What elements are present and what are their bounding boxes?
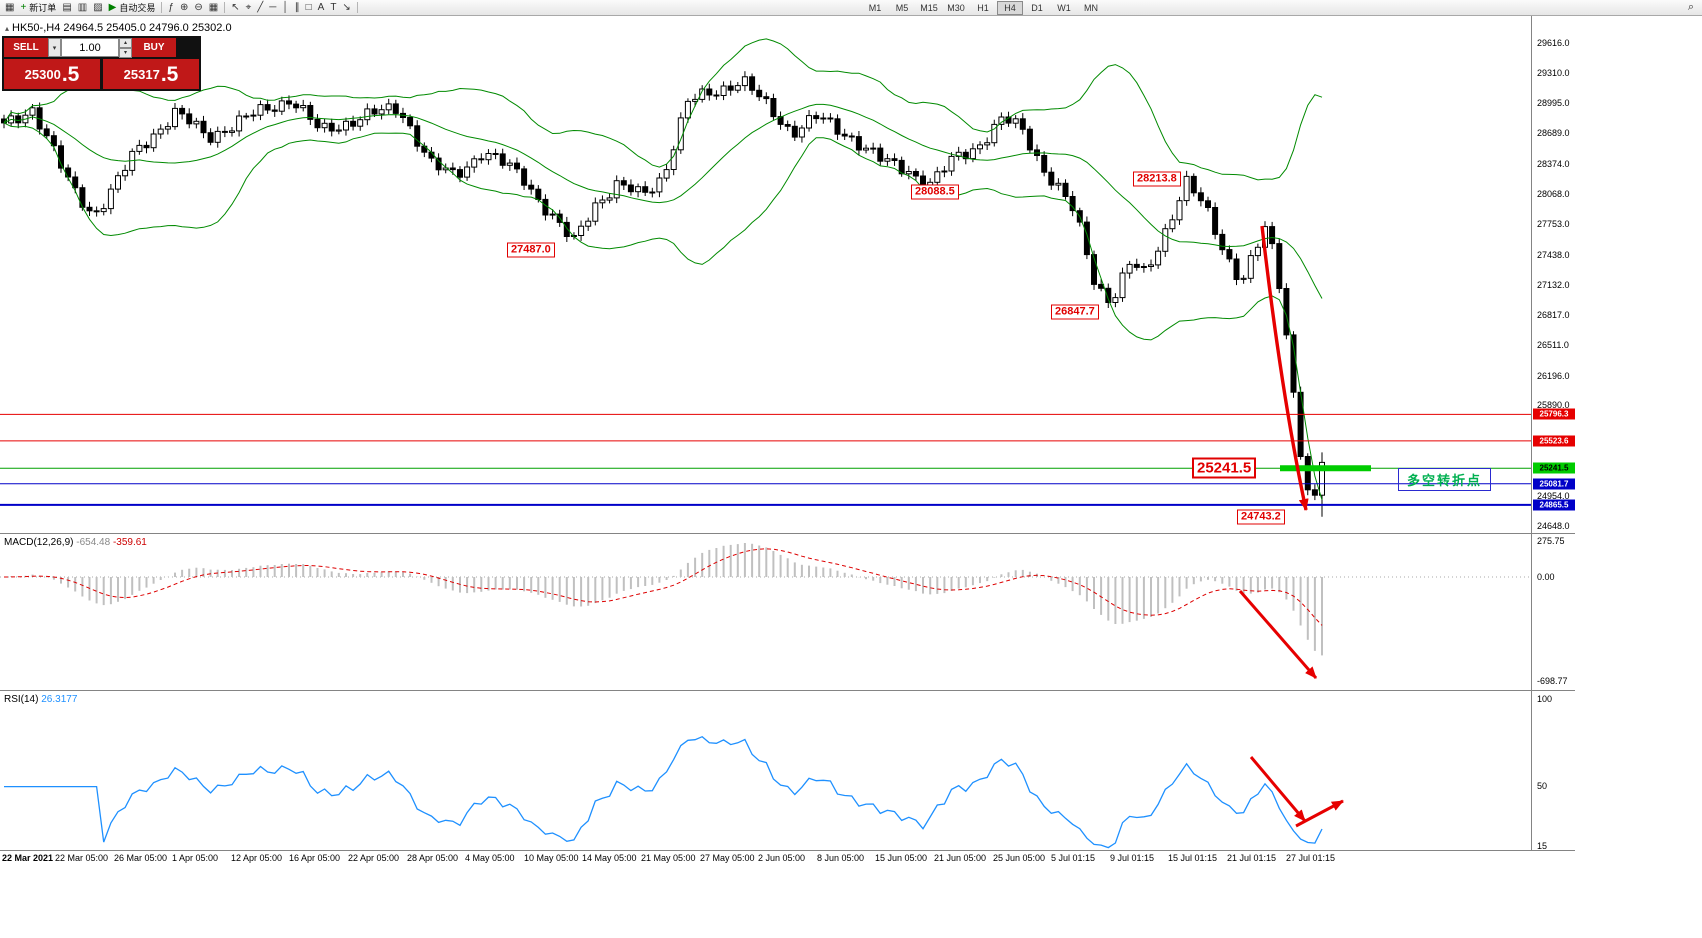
vertical-line-icon-icon: │ (282, 2, 289, 13)
autotrade-icon: ▶ (108, 2, 117, 13)
volume-down-icon[interactable]: ▾ (119, 48, 132, 58)
zoom-out-icon-icon: ⊖ (194, 2, 203, 13)
timeframe-h1[interactable]: H1 (977, 3, 989, 13)
timeframe-mn[interactable]: MN (1084, 3, 1098, 13)
symbol-info: ▴ HK50-,H4 24964.5 25405.0 24796.0 25302.… (5, 22, 232, 34)
tile-windows-icon-icon: ▦ (208, 2, 219, 13)
vertical-line-icon[interactable]: │ (280, 1, 290, 14)
timeframe-h4[interactable]: H4 (997, 1, 1023, 15)
indicators-icon[interactable]: ƒ (166, 1, 176, 14)
macd-main-value: -654.48 (76, 537, 111, 548)
symbol-ohlc-text: HK50-,H4 24964.5 25405.0 24796.0 25302.0 (12, 22, 232, 34)
sell-button[interactable]: SELL (4, 38, 48, 57)
charts-grid-icon[interactable]: ▨ (91, 1, 104, 14)
toolbar: ▦ + 新订单 ▤ ▥ ▨ ▶ 自动交易 ƒ ⊕ ⊖ ▦ ↖ ⌖ ╱ ─ │ ∥ □ A T ↘ M1 M5 M15 M30 H1… (0, 0, 1702, 16)
trendline-icon[interactable]: ╱ (255, 1, 265, 14)
cursor-icon[interactable]: ↖ (229, 1, 241, 14)
horizontal-line-icon-icon: ─ (269, 2, 277, 13)
volume-stepper[interactable]: ▴ ▾ (119, 38, 132, 58)
chart-window-icon[interactable]: ▤ (60, 1, 73, 14)
toolbar-separator (224, 2, 226, 13)
indicators-icon-icon: ƒ (168, 2, 174, 13)
horizontal-line-icon[interactable]: ─ (267, 1, 278, 14)
text-icon-icon: A (317, 2, 325, 13)
search-icon[interactable]: ⌕ (1687, 1, 1694, 13)
arrows-icon[interactable]: ↘ (340, 1, 352, 14)
rsi-name: RSI(14) (4, 694, 39, 705)
symbol-marker-icon: ▴ (5, 24, 10, 33)
volume-up-icon[interactable]: ▴ (119, 38, 132, 48)
volume-dropdown-icon[interactable]: ▾ (48, 38, 61, 57)
trendline-icon-icon: ╱ (257, 2, 264, 13)
label-icon[interactable]: T (328, 1, 338, 14)
profiles-icon-icon: ▥ (77, 2, 88, 13)
text-icon[interactable]: A (316, 1, 327, 14)
autotrade-button[interactable]: ▶ 自动交易 (107, 1, 158, 14)
new-order-icon: + (20, 2, 27, 13)
buy-button[interactable]: BUY (132, 38, 176, 57)
buy-price-pips: .5 (160, 62, 179, 86)
label-icon-icon: T (330, 2, 337, 13)
timeframe-w1[interactable]: W1 (1057, 3, 1071, 13)
chart-window-icon-icon: ▤ (62, 2, 72, 13)
timeframe-switcher: M1 M5 M15 M30 H1 H4 D1 W1 MN (862, 1, 1105, 15)
one-click-trading-panel: SELL ▾ ▴ ▾ BUY 25300.5 25317.5 (2, 36, 201, 91)
macd-indicator-label: MACD(12,26,9) -654.48 -359.61 (4, 537, 147, 548)
timeframe-m15[interactable]: M15 (920, 3, 938, 13)
crosshair-icon-icon: ⌖ (245, 2, 252, 13)
channel-icon-icon: ∥ (294, 2, 300, 13)
arrows-icon-icon: ↘ (342, 2, 351, 13)
channel-icon[interactable]: ∥ (293, 1, 302, 14)
toolbar-buttons: ▦ + 新订单 ▤ ▥ ▨ ▶ 自动交易 ƒ ⊕ ⊖ ▦ ↖ ⌖ ╱ ─ │ ∥ □ A T ↘ (0, 0, 361, 15)
buy-price-button[interactable]: 25317.5 (103, 59, 199, 89)
cursor-icon-icon: ↖ (231, 2, 240, 13)
trade-panel-prices: 25300.5 25317.5 (4, 59, 199, 89)
zoom-in-icon[interactable]: ⊕ (178, 1, 190, 14)
rsi-indicator-label: RSI(14) 26.3177 (4, 694, 77, 705)
new-order-button-label: 新订单 (29, 3, 57, 13)
shapes-icon-icon: □ (305, 2, 312, 13)
profiles-icon[interactable]: ▥ (76, 1, 89, 14)
toolbar-separator (356, 2, 358, 13)
new-order-button[interactable]: + 新订单 (18, 1, 58, 14)
zoom-in-icon-icon: ⊕ (179, 2, 189, 13)
trade-panel-controls: SELL ▾ ▴ ▾ BUY (4, 38, 199, 58)
menu-icon[interactable]: ▦ (3, 1, 16, 14)
sell-price: 25300 (24, 66, 61, 82)
macd-name: MACD(12,26,9) (4, 537, 74, 548)
volume-input[interactable] (61, 38, 119, 57)
shapes-icon[interactable]: □ (304, 1, 314, 14)
timeframe-d1[interactable]: D1 (1031, 3, 1043, 13)
rsi-value: 26.3177 (41, 694, 78, 705)
menu-icon-icon: ▦ (5, 2, 15, 13)
charts-grid-icon-icon: ▨ (93, 2, 103, 13)
toolbar-separator (161, 2, 163, 13)
sell-price-pips: .5 (61, 62, 80, 86)
annotation-turning-point[interactable]: 多空转折点 (1398, 468, 1492, 491)
timeframe-m30[interactable]: M30 (947, 3, 965, 13)
crosshair-icon[interactable]: ⌖ (244, 1, 254, 14)
timeframe-m1[interactable]: M1 (868, 3, 882, 13)
timeframe-m5[interactable]: M5 (895, 3, 909, 13)
autotrade-button-label: 自动交易 (119, 3, 156, 13)
zoom-out-icon[interactable]: ⊖ (192, 1, 204, 14)
buy-price: 25317 (123, 66, 160, 82)
tile-windows-icon[interactable]: ▦ (207, 1, 220, 14)
macd-signal-value: -359.61 (112, 537, 147, 548)
sell-price-button[interactable]: 25300.5 (4, 59, 100, 89)
